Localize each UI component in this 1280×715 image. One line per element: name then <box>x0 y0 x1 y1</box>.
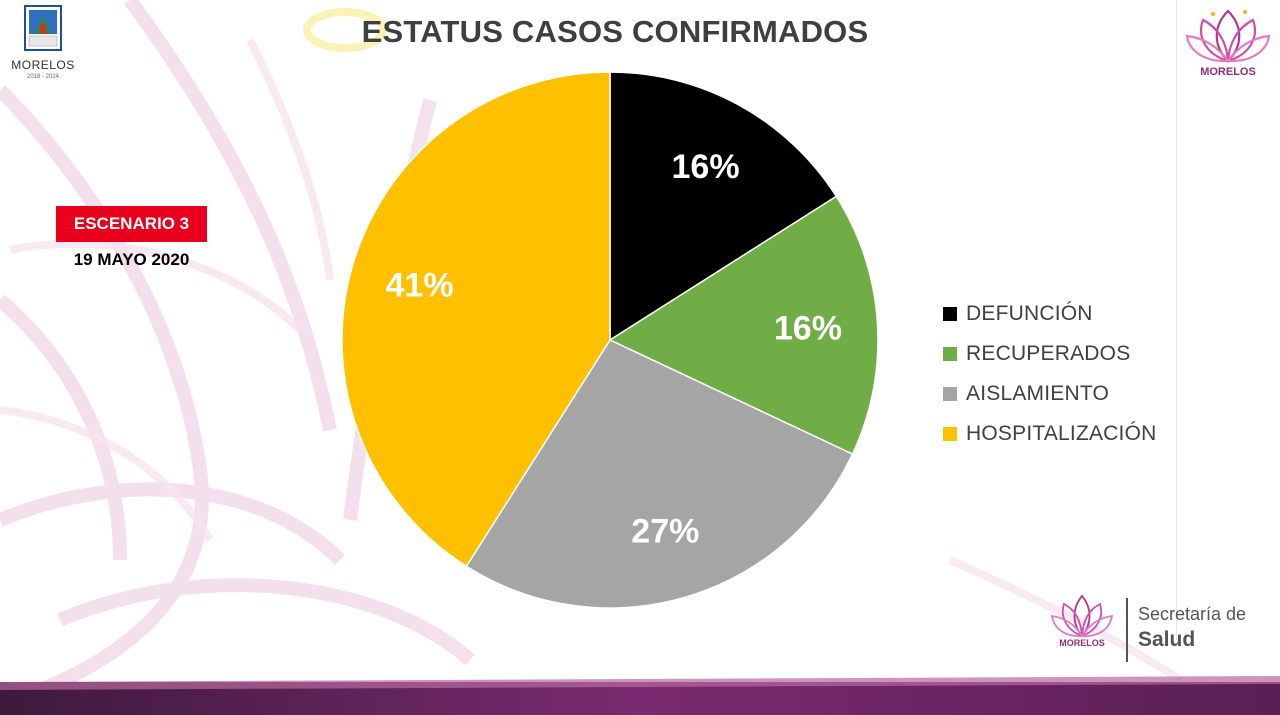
crest-icon <box>24 5 62 51</box>
pie-slice-hospitalización <box>341 71 611 568</box>
scenario-date: 19 MAYO 2020 <box>73 250 190 269</box>
secretaria-salud-logo: MORELOS Secretaría de Salud <box>1050 590 1270 670</box>
pie-chart: 16% 16% 27% 41% <box>341 71 879 609</box>
scenario-badge: ESCENARIO 3 <box>56 206 207 242</box>
footer-logo-name: MORELOS <box>1059 638 1105 648</box>
lotus-small-icon <box>1050 594 1114 638</box>
morelos-lotus-logo: MORELOS <box>1183 6 1273 96</box>
morelos-crest-logo: MORELOS 2018 - 2024 <box>8 4 78 84</box>
pie-slice-aislamiento <box>465 339 854 609</box>
data-label-recuperados: 16% <box>774 310 842 348</box>
data-label-defunción: 16% <box>672 148 740 186</box>
footer-secretaria: Secretaría de <box>1138 604 1247 624</box>
logo-left-period: 2018 - 2024 <box>26 74 60 80</box>
legend-item: AISLAMIENTO <box>943 374 1156 414</box>
pie-slice-recuperados <box>608 195 879 456</box>
legend-item: DEFUNCIÓN <box>943 294 1156 334</box>
legend-swatch <box>943 347 957 361</box>
legend-label: HOSPITALIZACIÓN <box>966 422 1157 445</box>
legend-label: RECUPERADOS <box>966 342 1131 365</box>
data-label-hospitalización: 41% <box>386 267 454 305</box>
legend-swatch <box>943 307 957 321</box>
page-title: ESTATUS CASOS CONFIRMADOS <box>361 14 869 49</box>
legend-label: AISLAMIENTO <box>966 382 1110 405</box>
logo-right-name: MORELOS <box>1200 66 1256 78</box>
footer-divider <box>1126 598 1128 662</box>
chart-legend: DEFUNCIÓN RECUPERADOS AISLAMIENTO HOSPITALI… <box>943 294 1156 454</box>
legend-label: DEFUNCIÓN <box>966 302 1093 325</box>
legend-item: RECUPERADOS <box>943 334 1156 374</box>
pie-slice-defunción <box>609 71 838 342</box>
legend-swatch <box>943 427 957 441</box>
legend-swatch <box>943 387 957 401</box>
logo-left-name: MORELOS <box>11 58 75 72</box>
legend-item: HOSPITALIZACIÓN <box>943 414 1156 454</box>
lotus-icon <box>1185 9 1271 63</box>
data-label-aislamiento: 27% <box>631 512 699 550</box>
footer-salud: Salud <box>1138 628 1196 651</box>
